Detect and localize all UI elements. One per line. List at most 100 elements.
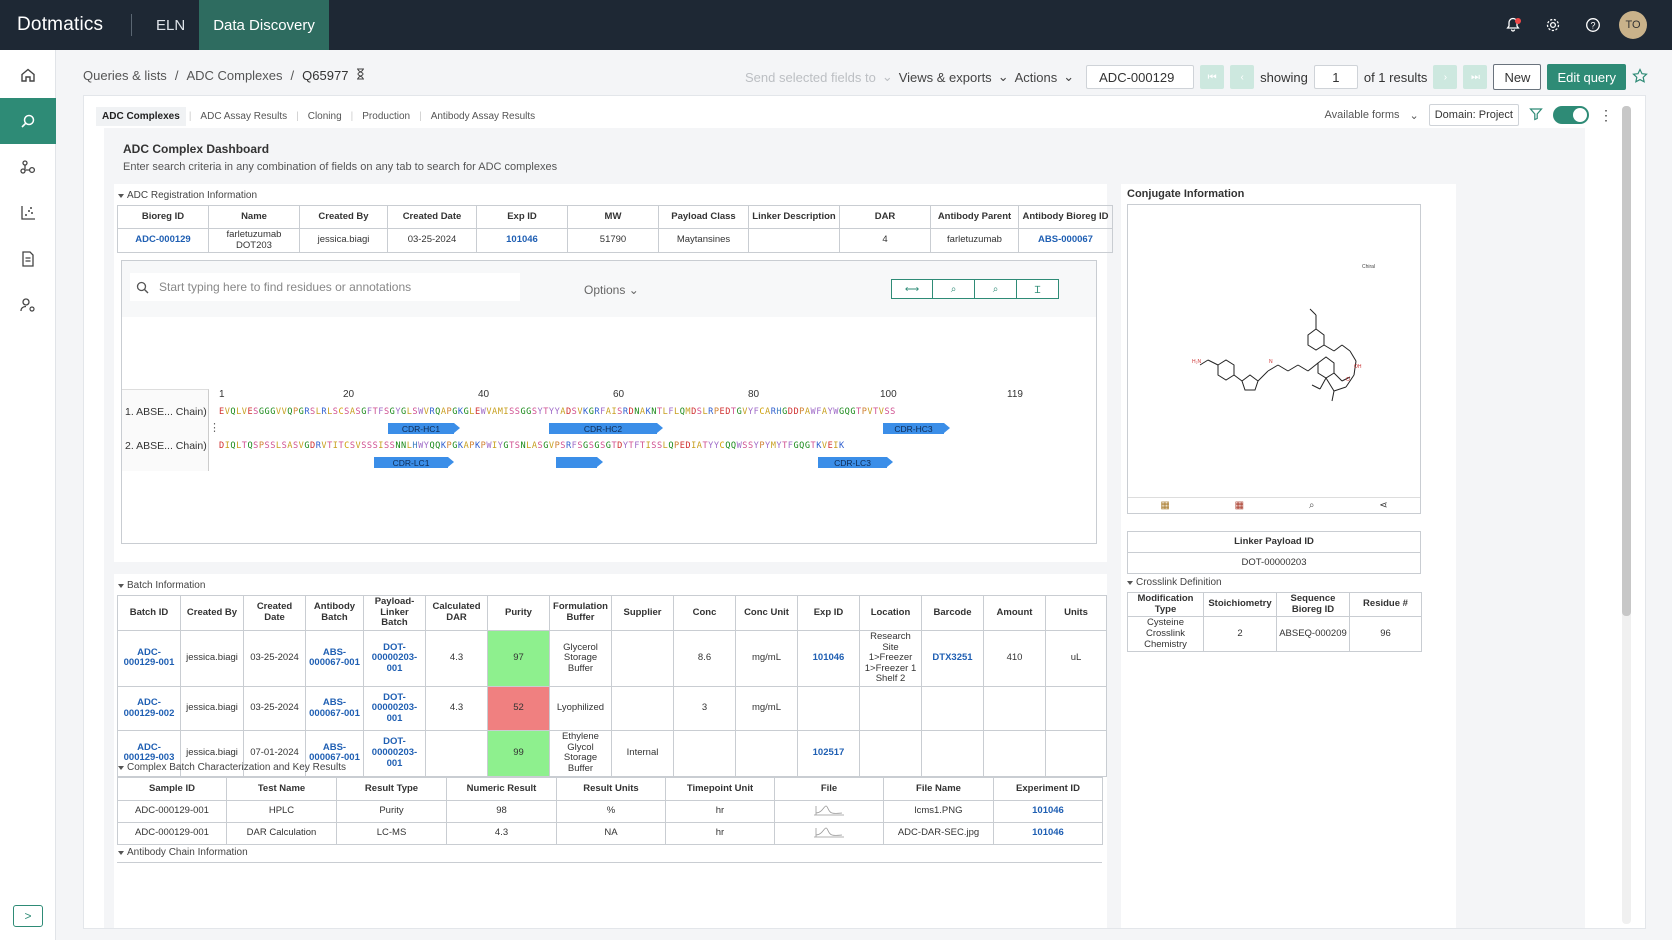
zoom-in-icon[interactable]: ⌕ [933,279,975,299]
tab-data-discovery[interactable]: Data Discovery [199,0,329,50]
settings-gear-icon[interactable] [1533,17,1573,33]
share-icon[interactable]: ⋖ [1379,500,1388,511]
batch-cell[interactable]: ADC-000129-001 [117,629,181,688]
section-header-antibody-chain[interactable]: Antibody Chain Information [118,847,248,858]
annotation-cdr-lc2[interactable] [556,457,603,468]
chain-1-sequence[interactable]: EVQLVESGGGVVQPGRSLRLSCSASGFTFSGYGLSWVRQA… [219,407,896,417]
residue-search-input[interactable]: Start typing here to find residues or an… [130,273,520,301]
collapse-triangle-icon[interactable] [118,583,124,588]
scatter-chart-icon[interactable] [0,190,56,236]
batch-link[interactable]: 101046 [812,652,845,664]
domain-selector[interactable]: Domain: Project [1428,104,1519,126]
chain-2-sequence[interactable]: DIQLTQSPSSLSASVGDRVTITCSVSSSISSNNLHWYQQK… [219,441,845,451]
batch-cell[interactable]: ABS-000067-001 [305,686,364,731]
fit-width-icon[interactable]: ⟷ [891,279,933,299]
collapse-triangle-icon[interactable] [118,193,124,198]
zoom-out-icon[interactable]: ⌕ [975,279,1017,299]
structure-viewer[interactable]: Chiral [1127,204,1421,514]
batch-link[interactable]: ABS-000067-001 [309,696,360,719]
exp-id-cell[interactable]: 101046 [476,227,568,254]
available-forms-dropdown[interactable]: Available forms [1324,109,1400,121]
batch-cell[interactable]: DOT-00000203-001 [363,629,426,688]
zoom-icon[interactable]: ⌕ [1308,500,1315,511]
resize-handle-icon[interactable]: ⋮ [209,422,220,434]
user-avatar[interactable]: TO [1619,11,1647,39]
send-selected-fields-dropdown[interactable]: Send selected fields to [745,69,876,85]
antibody-bioreg-id-cell[interactable]: ABS-000067 [1018,227,1113,254]
batch-link[interactable]: ADC-000129-001 [123,646,175,669]
notifications-bell-icon[interactable] [1493,17,1533,33]
experiment-id-link[interactable]: 101046 [1032,805,1064,817]
first-page-icon[interactable]: ⏮ [1200,65,1225,89]
previous-page-icon[interactable]: ‹ [1230,65,1255,89]
filter-icon[interactable] [1529,107,1543,124]
batch-link[interactable]: ABS-000067-001 [309,741,360,764]
antibody-bioreg-id-link[interactable]: ABS-000067 [1038,234,1093,246]
batch-cell[interactable]: DOT-00000203-001 [363,686,426,731]
result-cell[interactable]: 101046 [993,822,1103,845]
annotation-cdr-lc1[interactable]: CDR-LC1 [374,457,454,468]
record-id-field[interactable]: ADC-000129 [1086,65,1195,89]
favorite-star-icon[interactable] [1632,67,1648,87]
batch-cell[interactable]: 101046 [797,629,860,688]
tab-antibody-assay-results[interactable]: Antibody Assay Results [430,111,536,122]
file-thumbnail[interactable] [774,800,884,823]
section-header-crosslink[interactable]: Crosslink Definition [1127,577,1222,588]
grid-view-icon[interactable]: ▦ [1234,500,1245,511]
text-cursor-icon[interactable]: Ɪ [1017,279,1059,299]
batch-cell[interactable]: ADC-000129-002 [117,686,181,731]
collapse-triangle-icon[interactable] [118,850,124,855]
tab-cloning[interactable]: Cloning [307,111,342,122]
tab-adc-complexes[interactable]: ADC Complexes [96,107,186,126]
batch-cell[interactable]: ABS-000067-001 [305,629,364,688]
collapse-triangle-icon[interactable] [118,765,124,770]
exp-id-link[interactable]: 101046 [506,234,538,246]
views-exports-dropdown[interactable]: Views & exports [898,69,992,85]
section-header-batch[interactable]: Batch Information [118,580,205,591]
batch-cell[interactable]: ABS-000067-001 [305,730,364,777]
section-header-registration[interactable]: ADC Registration Information [118,190,257,201]
next-page-icon[interactable]: › [1433,65,1458,89]
collapse-triangle-icon[interactable] [1127,580,1133,585]
options-dropdown[interactable]: Options ⌄ [584,283,639,297]
batch-cell[interactable]: 102517 [797,730,860,777]
annotation-cdr-hc1[interactable]: CDR-HC1 [388,423,460,434]
search-icon[interactable] [0,98,56,144]
tab-eln[interactable]: ELN [156,16,186,34]
table-icon[interactable]: ▦ [1160,500,1170,511]
page-number-input[interactable]: 1 [1313,65,1358,89]
batch-link[interactable]: DOT-00000203-001 [371,736,418,769]
expand-sidebar-chevron-icon[interactable]: > [13,905,43,927]
actions-dropdown[interactable]: Actions [1014,69,1058,85]
molecule-icon[interactable] [0,144,56,190]
help-icon[interactable]: ? [1573,17,1613,33]
home-icon[interactable] [0,52,56,98]
scrollbar-thumb[interactable] [1622,106,1631,616]
section-header-characterization[interactable]: Complex Batch Characterization and Key R… [118,762,346,773]
breadcrumb-queries-lists[interactable]: Queries & lists [83,67,167,83]
batch-link[interactable]: 102517 [812,746,845,758]
last-page-icon[interactable]: ⏭ [1463,65,1488,89]
user-management-icon[interactable] [0,282,56,328]
annotation-cdr-hc3[interactable]: CDR-HC3 [883,423,950,434]
result-cell[interactable]: 101046 [993,800,1103,823]
dotmatics-logo[interactable]: Dotmatics [17,14,104,35]
document-icon[interactable] [0,236,56,282]
bioreg-id-link[interactable]: ADC-000129 [135,234,191,246]
batch-link[interactable]: ABS-000067-001 [309,646,360,669]
annotation-cdr-lc3[interactable]: CDR-LC3 [818,457,893,468]
edit-query-button[interactable]: Edit query [1547,64,1626,90]
chain-2-label[interactable]: 2. ABSE... Chain) [125,440,207,452]
tab-production[interactable]: Production [362,111,411,122]
batch-cell[interactable]: DOT-00000203-001 [363,730,426,777]
experiment-id-link[interactable]: 101046 [1032,827,1064,839]
bioreg-id-cell[interactable]: ADC-000129 [117,227,209,254]
more-options-icon[interactable]: ⋮ [1599,106,1613,123]
chain-1-label[interactable]: 1. ABSE... Chain) [125,406,207,418]
batch-link[interactable]: ADC-000129-003 [123,741,175,764]
breadcrumb-adc-complexes[interactable]: ADC Complexes [186,67,283,83]
batch-link[interactable]: ADC-000129-002 [123,696,175,719]
vertical-scrollbar[interactable] [1622,106,1631,924]
tab-adc-assay-results[interactable]: ADC Assay Results [200,111,288,122]
annotation-cdr-hc2[interactable]: CDR-HC2 [549,423,663,434]
